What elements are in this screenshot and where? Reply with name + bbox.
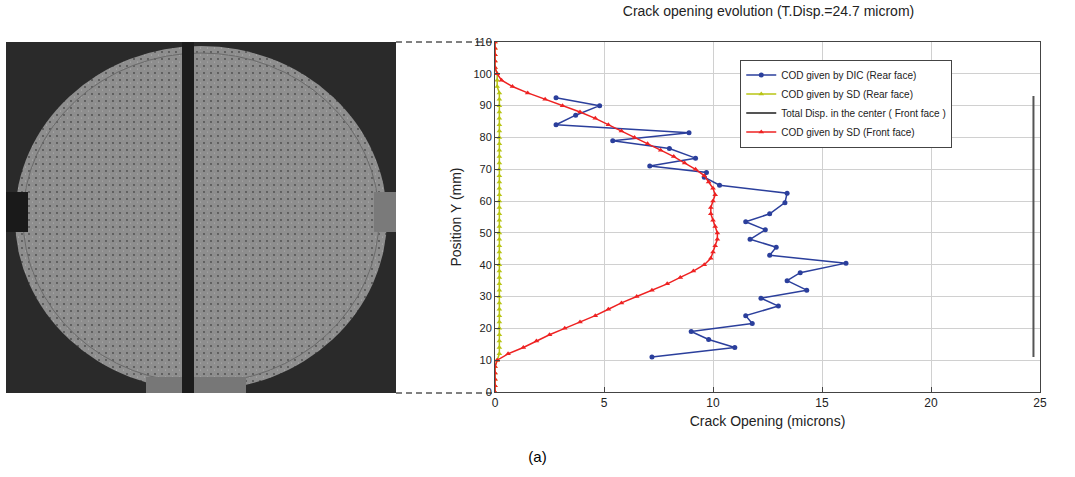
svg-text:0: 0 xyxy=(486,386,492,398)
svg-text:100: 100 xyxy=(473,68,491,80)
svg-text:Crack opening evolution (T.Dis: Crack opening evolution (T.Disp.=24.7 mi… xyxy=(623,3,914,19)
svg-text:15: 15 xyxy=(815,396,829,410)
svg-text:20: 20 xyxy=(480,322,492,334)
svg-text:COD given by DIC (Rear face): COD given by DIC (Rear face) xyxy=(781,70,916,81)
svg-text:70: 70 xyxy=(480,163,492,175)
svg-text:10: 10 xyxy=(706,396,720,410)
svg-text:COD given by SD (Rear face): COD given by SD (Rear face) xyxy=(781,89,913,100)
svg-text:110: 110 xyxy=(474,36,492,48)
svg-text:COD given by SD (Front face): COD given by SD (Front face) xyxy=(781,127,914,138)
svg-text:0: 0 xyxy=(492,396,499,410)
svg-text:Crack Opening (microns): Crack Opening (microns) xyxy=(690,413,846,429)
svg-text:25: 25 xyxy=(1033,396,1047,410)
svg-text:40: 40 xyxy=(480,259,492,271)
svg-text:5: 5 xyxy=(601,396,608,410)
svg-text:20: 20 xyxy=(924,396,938,410)
svg-text:Position Y (mm): Position Y (mm) xyxy=(448,167,464,266)
svg-text:30: 30 xyxy=(480,290,492,302)
svg-text:60: 60 xyxy=(480,195,492,207)
svg-text:80: 80 xyxy=(480,131,492,143)
svg-text:Total Disp. in the center ( Fr: Total Disp. in the center ( Front face ) xyxy=(781,108,946,119)
svg-text:90: 90 xyxy=(480,99,492,111)
svg-text:10: 10 xyxy=(480,354,492,366)
html-text:(a): (a) xyxy=(528,448,547,465)
svg-text:50: 50 xyxy=(480,227,492,239)
